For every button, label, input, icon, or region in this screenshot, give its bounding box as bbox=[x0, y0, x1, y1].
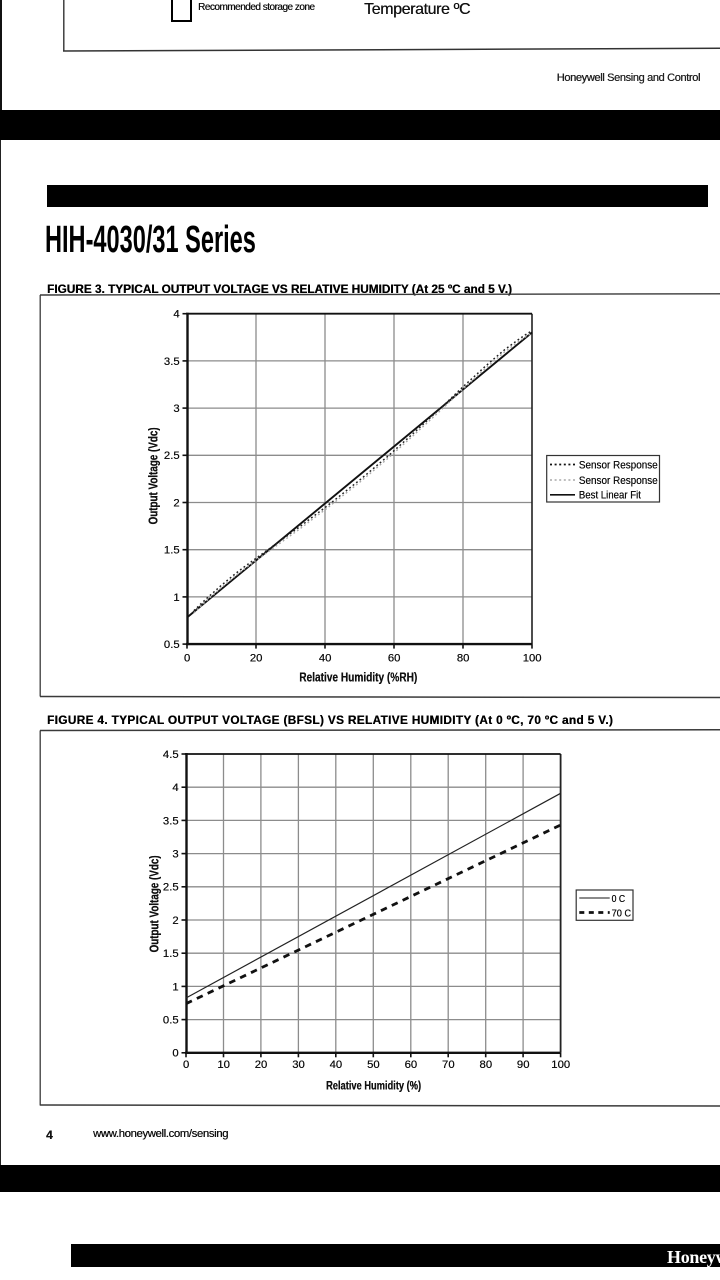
svg-text:100: 100 bbox=[551, 1059, 570, 1071]
svg-text:10: 10 bbox=[217, 1059, 230, 1071]
svg-text:1: 1 bbox=[172, 981, 178, 993]
svg-text:Relative Humidity (%): Relative Humidity (%) bbox=[326, 1078, 421, 1092]
svg-text:1.5: 1.5 bbox=[163, 948, 179, 960]
svg-text:4: 4 bbox=[172, 782, 178, 794]
svg-text:20: 20 bbox=[250, 652, 263, 664]
svg-text:2: 2 bbox=[172, 915, 178, 927]
svg-text:0.5: 0.5 bbox=[163, 1015, 179, 1027]
svg-text:70: 70 bbox=[442, 1059, 455, 1071]
svg-text:3.5: 3.5 bbox=[163, 815, 179, 827]
svg-text:40: 40 bbox=[330, 1059, 343, 1071]
svg-text:4.5: 4.5 bbox=[163, 749, 179, 761]
svg-text:0: 0 bbox=[172, 1048, 178, 1060]
svg-text:0: 0 bbox=[184, 652, 190, 664]
svg-text:3.5: 3.5 bbox=[164, 356, 180, 368]
svg-text:100: 100 bbox=[523, 652, 542, 664]
svg-text:2.5: 2.5 bbox=[163, 882, 179, 894]
svg-text:1: 1 bbox=[173, 592, 179, 604]
svg-text:60: 60 bbox=[388, 652, 401, 664]
svg-text:Output Voltage (Vdc): Output Voltage (Vdc) bbox=[146, 428, 161, 525]
svg-text:50: 50 bbox=[367, 1059, 380, 1071]
svg-text:0 C: 0 C bbox=[612, 893, 626, 905]
svg-text:Relative Humidity (%RH): Relative Humidity (%RH) bbox=[299, 669, 417, 684]
svg-text:40: 40 bbox=[319, 652, 332, 664]
svg-text:4: 4 bbox=[173, 309, 179, 321]
svg-text:2: 2 bbox=[173, 497, 179, 509]
svg-text:70 C: 70 C bbox=[612, 907, 632, 919]
svg-text:2.5: 2.5 bbox=[164, 450, 180, 462]
svg-text:0: 0 bbox=[183, 1059, 189, 1071]
svg-text:0.5: 0.5 bbox=[164, 639, 180, 651]
svg-text:3: 3 bbox=[172, 849, 178, 861]
svg-text:3: 3 bbox=[173, 403, 179, 415]
svg-text:Output Voltage (Vdc): Output Voltage (Vdc) bbox=[147, 856, 162, 953]
svg-text:Best Linear Fit: Best Linear Fit bbox=[579, 490, 641, 502]
svg-text:30: 30 bbox=[292, 1059, 305, 1071]
svg-text:90: 90 bbox=[517, 1059, 530, 1071]
svg-text:Sensor Response: Sensor Response bbox=[579, 475, 658, 487]
svg-text:60: 60 bbox=[405, 1059, 418, 1071]
svg-text:Sensor Response: Sensor Response bbox=[579, 459, 658, 471]
svg-text:1.5: 1.5 bbox=[164, 545, 180, 557]
svg-text:20: 20 bbox=[255, 1059, 268, 1071]
svg-text:80: 80 bbox=[457, 652, 470, 664]
svg-text:80: 80 bbox=[479, 1059, 492, 1071]
